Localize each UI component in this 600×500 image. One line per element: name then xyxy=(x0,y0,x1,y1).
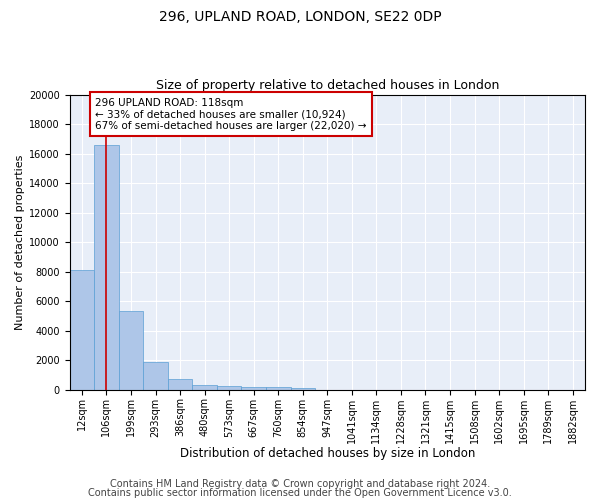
Text: 296 UPLAND ROAD: 118sqm
← 33% of detached houses are smaller (10,924)
67% of sem: 296 UPLAND ROAD: 118sqm ← 33% of detache… xyxy=(95,98,367,130)
Bar xyxy=(266,387,290,390)
X-axis label: Distribution of detached houses by size in London: Distribution of detached houses by size … xyxy=(179,447,475,460)
Bar xyxy=(143,362,168,390)
Text: Contains HM Land Registry data © Crown copyright and database right 2024.: Contains HM Land Registry data © Crown c… xyxy=(110,479,490,489)
Y-axis label: Number of detached properties: Number of detached properties xyxy=(15,154,25,330)
Bar xyxy=(241,386,266,390)
Bar xyxy=(70,270,94,390)
Bar xyxy=(193,384,217,390)
Title: Size of property relative to detached houses in London: Size of property relative to detached ho… xyxy=(155,79,499,92)
Bar xyxy=(119,312,143,390)
Bar xyxy=(168,380,193,390)
Text: 296, UPLAND ROAD, LONDON, SE22 0DP: 296, UPLAND ROAD, LONDON, SE22 0DP xyxy=(158,10,442,24)
Text: Contains public sector information licensed under the Open Government Licence v3: Contains public sector information licen… xyxy=(88,488,512,498)
Bar xyxy=(290,388,315,390)
Bar xyxy=(94,144,119,390)
Bar xyxy=(217,386,241,390)
